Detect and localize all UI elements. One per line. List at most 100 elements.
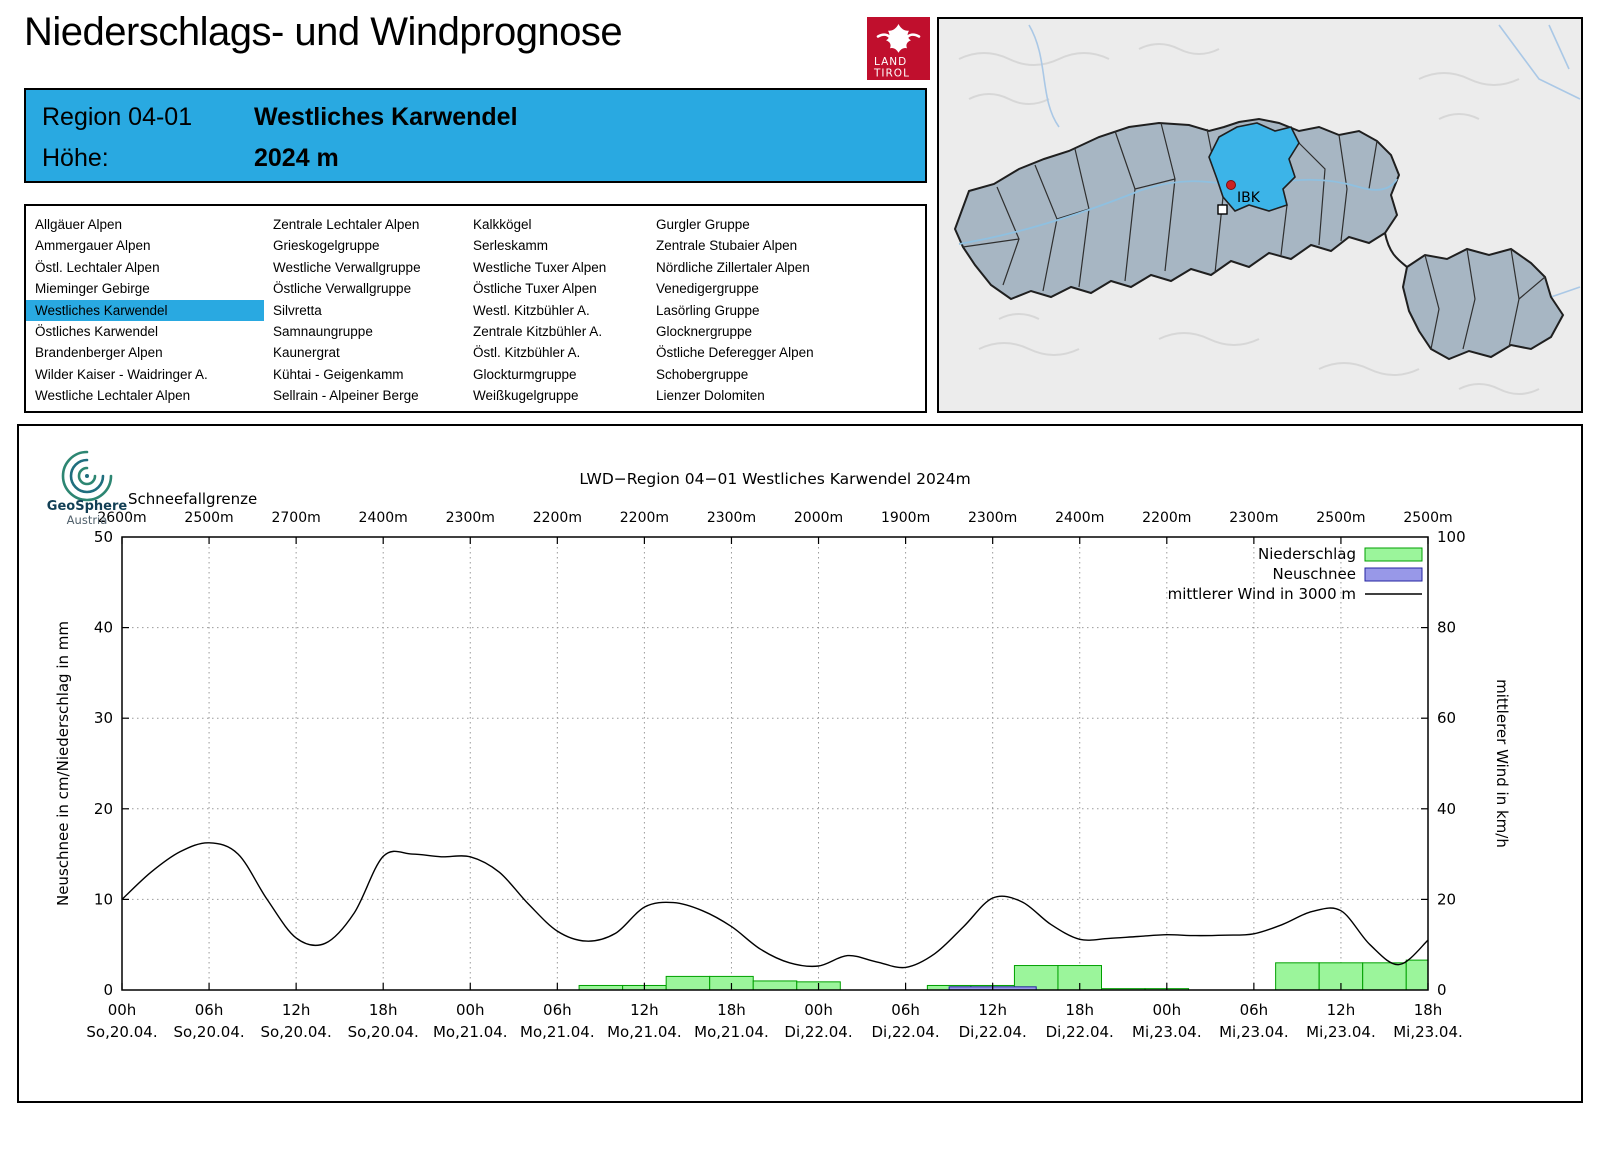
region-list-item[interactable]: Samnaungruppe bbox=[273, 323, 373, 339]
east-region-borders bbox=[1424, 248, 1546, 350]
snowline-value: 2400m bbox=[1055, 510, 1104, 526]
region-list-item[interactable]: Östliches Karwendel bbox=[35, 323, 159, 339]
region-list-item[interactable]: Östliche Deferegger Alpen bbox=[656, 345, 814, 361]
region-list-item[interactable]: Schobergruppe bbox=[656, 366, 749, 382]
geosphere-logo: GeoSphere Austria bbox=[45, 438, 135, 535]
region-list-item[interactable]: Kalkkögel bbox=[473, 217, 532, 232]
ytick-right: 100 bbox=[1437, 528, 1466, 546]
xtick-date: Di,22.04. bbox=[1046, 1023, 1114, 1041]
precip-bar bbox=[1405, 959, 1429, 991]
map-box: IBK bbox=[937, 17, 1583, 413]
ytick-left: 10 bbox=[94, 890, 113, 908]
xtick-date: So,20.04. bbox=[261, 1023, 332, 1041]
precip-bar bbox=[1013, 965, 1059, 991]
hoehe-label: Höhe: bbox=[42, 144, 109, 172]
xtick-time: 06h bbox=[543, 1001, 572, 1019]
snowline-value: 2500m bbox=[1403, 510, 1452, 526]
region-list-item[interactable]: Westl. Kitzbühler A. bbox=[473, 302, 590, 318]
snowline-value: 2500m bbox=[1316, 510, 1365, 526]
region-list-column: Allgäuer Alpen Ammergauer Alpen Östl. Lech… bbox=[26, 214, 264, 411]
xtick-time: 12h bbox=[1327, 1001, 1356, 1019]
xtick-time: 00h bbox=[1153, 1001, 1182, 1019]
xtick-date: Mo,21.04. bbox=[694, 1023, 769, 1041]
region-list-item[interactable]: Mieminger Gebirge bbox=[35, 281, 150, 297]
region-list-column: Gurgler Gruppe Zentrale Stubaier Alpen Nör… bbox=[647, 214, 923, 411]
region-list-item[interactable]: Westliche Verwallgruppe bbox=[273, 259, 421, 275]
ibk-marker-dot bbox=[1226, 180, 1236, 190]
ytick-left: 20 bbox=[94, 800, 113, 818]
xtick-time: 06h bbox=[195, 1001, 224, 1019]
legend-swatch-neuschnee bbox=[1364, 567, 1423, 582]
ylabel-right: mittlerer Wind in km/h bbox=[1493, 679, 1511, 848]
ytick-left: 0 bbox=[103, 981, 113, 999]
precip-bar bbox=[1275, 962, 1320, 991]
region-list-item[interactable]: Lasörling Gruppe bbox=[656, 302, 760, 318]
region-list-item[interactable]: Östliche Verwallgruppe bbox=[273, 281, 412, 297]
snowline-value: 2300m bbox=[446, 510, 495, 526]
region-list-item[interactable]: Kaunergrat bbox=[273, 345, 340, 361]
snowline-value: 2300m bbox=[1229, 510, 1278, 526]
region-list-item[interactable]: Brandenberger Alpen bbox=[35, 345, 163, 361]
eagle-wings-icon bbox=[876, 33, 921, 40]
region-list-item[interactable]: Silvretta bbox=[273, 302, 322, 318]
precip-bar bbox=[665, 975, 711, 991]
region-list-item[interactable]: Wilder Kaiser - Waidringer A. bbox=[35, 366, 208, 382]
region-list-item[interactable]: Zentrale Stubaier Alpen bbox=[656, 238, 798, 254]
region-list-item[interactable]: Östl. Lechtaler Alpen bbox=[35, 259, 160, 275]
xtick-date: Di,22.04. bbox=[871, 1023, 939, 1041]
region-list-item[interactable]: Venedigergruppe bbox=[656, 281, 759, 297]
ytick-right: 60 bbox=[1437, 709, 1456, 727]
region-list-item[interactable]: Glockturmgruppe bbox=[473, 366, 577, 382]
logo-text-land: LAND bbox=[874, 56, 907, 68]
ibk-label: IBK bbox=[1237, 190, 1261, 206]
region-list-item[interactable]: Zentrale Kitzbühler A. bbox=[473, 323, 603, 339]
xtick-time: 06h bbox=[891, 1001, 920, 1019]
geosphere-text: GeoSphere bbox=[47, 499, 128, 514]
region-list-item[interactable]: Nördliche Zillertaler Alpen bbox=[656, 259, 810, 275]
region-list-item[interactable]: Grieskogelgruppe bbox=[273, 238, 380, 254]
snowline-value: 2200m bbox=[533, 510, 582, 526]
xtick-date: So,20.04. bbox=[173, 1023, 244, 1041]
snowline-value: 2200m bbox=[1142, 510, 1191, 526]
region-list-item[interactable]: Serleskamm bbox=[473, 238, 549, 254]
legend-label: Niederschlag bbox=[1258, 545, 1356, 563]
ylabel-left: Neuschnee in cm/Niederschlag in mm bbox=[54, 621, 72, 906]
ytick-left: 50 bbox=[94, 528, 113, 546]
xtick-date: Mi,23.04. bbox=[1393, 1023, 1463, 1041]
xtick-date: Mo,21.04. bbox=[520, 1023, 595, 1041]
grid-lines bbox=[122, 537, 1428, 990]
region-list-item[interactable]: Westliche Tuxer Alpen bbox=[473, 259, 607, 275]
region-list-item-selected[interactable]: Westliches Karwendel bbox=[26, 299, 264, 321]
region-list-item[interactable]: Östl. Kitzbühler A. bbox=[473, 345, 581, 361]
xtick-date: So,20.04. bbox=[86, 1023, 157, 1041]
region-list-item[interactable]: Westliche Lechtaler Alpen bbox=[35, 388, 191, 404]
snowline-value: 1900m bbox=[881, 510, 930, 526]
region-list-column: Zentrale Lechtaler Alpen Grieskogelgruppe… bbox=[264, 214, 464, 411]
ytick-right: 20 bbox=[1437, 890, 1456, 908]
forecast-chart: LWD−Region 04−01 Westliches Karwendel 20… bbox=[54, 470, 1511, 1041]
region-list-item[interactable]: Gurgler Gruppe bbox=[656, 217, 750, 232]
xtick-date: Di,22.04. bbox=[959, 1023, 1027, 1041]
xtick-date: Mi,23.04. bbox=[1219, 1023, 1289, 1041]
region-list-item[interactable]: Östliche Tuxer Alpen bbox=[473, 281, 597, 297]
region-list-item[interactable]: Sellrain - Alpeiner Berge bbox=[273, 388, 419, 404]
region-label: Region 04-01 bbox=[42, 103, 193, 131]
ytick-left: 40 bbox=[94, 619, 113, 637]
region-list-item[interactable]: Allgäuer Alpen bbox=[35, 217, 123, 232]
forecast-chart-panel: LWD−Region 04−01 Westliches Karwendel 20… bbox=[17, 424, 1583, 1103]
region-list-item[interactable]: Weißkugelgruppe bbox=[473, 388, 579, 404]
xtick-time: 12h bbox=[282, 1001, 311, 1019]
xtick-time: 06h bbox=[1240, 1001, 1269, 1019]
region-list-item[interactable]: Ammergauer Alpen bbox=[35, 238, 151, 254]
precip-bar bbox=[752, 980, 798, 991]
ytick-right: 0 bbox=[1437, 981, 1447, 999]
xtick-time: 18h bbox=[369, 1001, 398, 1019]
xtick-date: Mo,21.04. bbox=[607, 1023, 682, 1041]
region-list-item[interactable]: Zentrale Lechtaler Alpen bbox=[273, 217, 420, 232]
ytick-right: 40 bbox=[1437, 800, 1456, 818]
region-list-item[interactable]: Lienzer Dolomiten bbox=[656, 388, 765, 404]
xtick-date: Di,22.04. bbox=[784, 1023, 852, 1041]
xtick-time: 12h bbox=[978, 1001, 1007, 1019]
region-list-item[interactable]: Kühtai - Geigenkamm bbox=[273, 366, 404, 382]
region-list-item[interactable]: Glocknergruppe bbox=[656, 323, 753, 339]
